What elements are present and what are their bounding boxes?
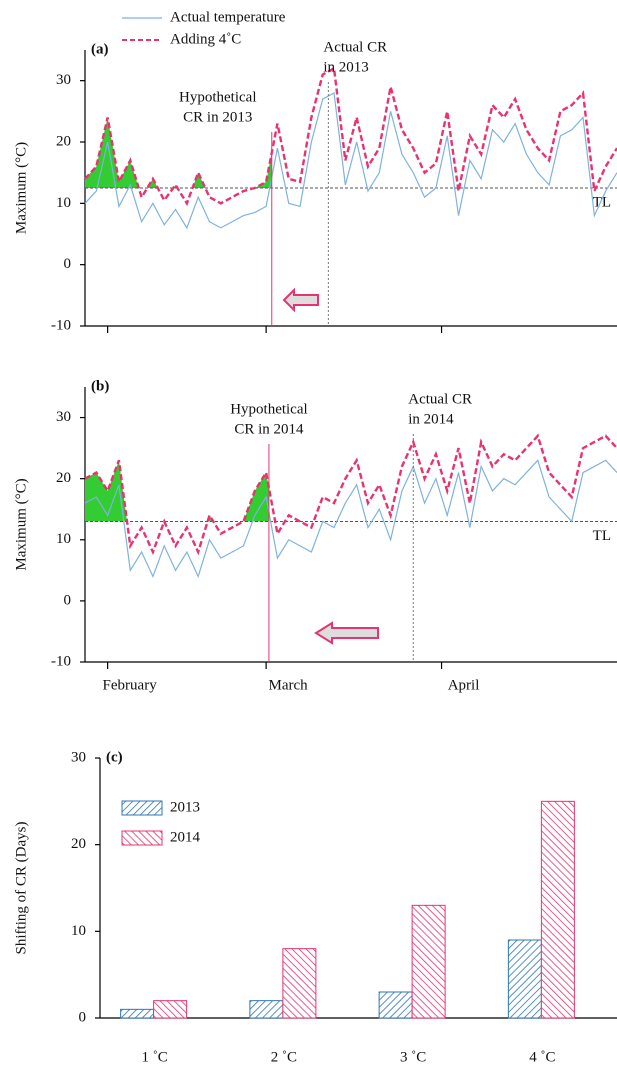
cr-label: Actual CR xyxy=(408,391,472,407)
legend-swatch xyxy=(121,830,163,846)
cr-label: in 2014 xyxy=(408,411,454,427)
y-tick-label: 0 xyxy=(64,256,72,272)
temperature-line xyxy=(84,459,617,579)
cr-label: CR in 2014 xyxy=(234,421,304,437)
legend-label: Actual temperature xyxy=(170,9,286,25)
y-tick-label: 30 xyxy=(56,72,71,88)
cr-label: Actual CR xyxy=(323,39,387,55)
shift-arrow xyxy=(314,621,379,645)
threshold-label: TL xyxy=(593,528,611,544)
shift-arrow xyxy=(282,287,319,313)
panel-label: (a) xyxy=(91,41,109,57)
temperature-line xyxy=(84,433,617,556)
x-tick-label: March xyxy=(269,677,309,693)
panel-label: (b) xyxy=(91,378,109,394)
chill-area xyxy=(85,117,272,188)
x-tick-label: April xyxy=(448,677,480,693)
y-tick-label: 0 xyxy=(64,592,72,608)
legend-label: Adding 4˚C xyxy=(170,31,241,47)
y-tick-label: 20 xyxy=(56,133,71,149)
x-tick-label: 1 ˚C xyxy=(142,1049,168,1065)
bar xyxy=(507,939,542,1019)
bar xyxy=(282,948,317,1019)
threshold-label: TL xyxy=(593,194,611,210)
legend-swatch xyxy=(121,800,163,816)
cr-label: Hypothetical xyxy=(179,89,256,105)
x-tick-label: 4 ˚C xyxy=(529,1049,555,1065)
y-axis-label: Shifting of CR (Days) xyxy=(13,822,29,955)
y-tick-label: 0 xyxy=(79,1009,87,1025)
bar xyxy=(153,1000,188,1019)
bar xyxy=(120,1008,155,1019)
legend-label: 2014 xyxy=(170,829,201,845)
y-tick-label: 30 xyxy=(56,409,71,425)
y-tick-label: 10 xyxy=(56,195,71,211)
temperature-line xyxy=(84,66,617,207)
x-tick-label: 2 ˚C xyxy=(271,1049,297,1065)
y-tick-label: 20 xyxy=(56,470,71,486)
temperature-line xyxy=(84,91,617,230)
y-tick-label: -10 xyxy=(51,653,71,669)
x-tick-label: 3 ˚C xyxy=(400,1049,426,1065)
x-tick-label: February xyxy=(103,677,158,693)
panel-label: (c) xyxy=(106,749,123,765)
bar xyxy=(378,991,413,1019)
y-axis-label: Maximum (°C) xyxy=(13,478,29,570)
cr-label: Hypothetical xyxy=(230,401,307,417)
y-tick-label: 30 xyxy=(71,749,86,765)
bar xyxy=(249,1000,284,1019)
legend-label: 2013 xyxy=(170,799,200,815)
y-axis-label: Maximum (°C) xyxy=(13,142,29,234)
y-tick-label: 10 xyxy=(71,923,86,939)
bar xyxy=(540,800,575,1019)
cr-label: in 2013 xyxy=(323,59,368,75)
chill-area xyxy=(85,460,269,522)
y-tick-label: 20 xyxy=(71,836,86,852)
y-tick-label: -10 xyxy=(51,317,71,333)
y-tick-label: 10 xyxy=(56,531,71,547)
cr-label: CR in 2013 xyxy=(183,109,252,125)
bar xyxy=(411,904,446,1019)
